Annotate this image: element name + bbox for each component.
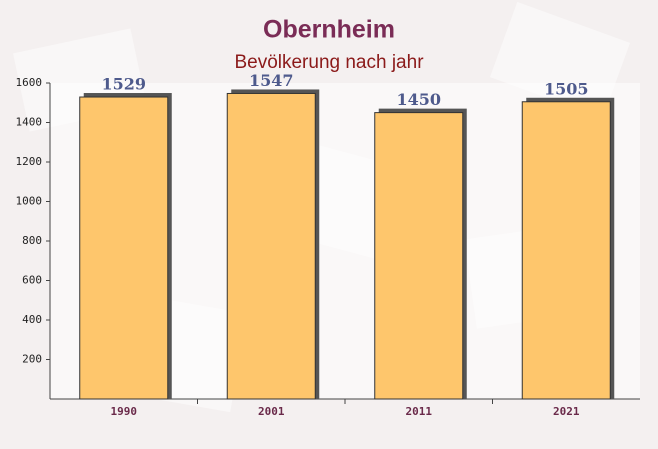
x-tick-label: 2021 (553, 405, 580, 418)
y-tick-label: 400 (22, 313, 42, 326)
y-tick-label: 1600 (16, 76, 43, 89)
y-tick-label: 1400 (16, 116, 43, 129)
y-tick-label: 200 (22, 353, 42, 366)
bar (79, 96, 169, 400)
y-tick-label: 800 (22, 234, 42, 247)
value-label: 1450 (396, 90, 441, 109)
bar (374, 112, 464, 400)
y-tick-label: 1000 (16, 195, 43, 208)
value-label: 1547 (249, 71, 294, 90)
x-tick-label: 1990 (111, 405, 138, 418)
y-tick-label: 600 (22, 274, 42, 287)
bar (226, 92, 316, 400)
y-tick-label: 1200 (16, 155, 43, 168)
x-tick-label: 2001 (258, 405, 285, 418)
value-label: 1505 (544, 79, 589, 98)
x-tick-label: 2011 (406, 405, 433, 418)
chart-title: Obernheim (263, 16, 395, 44)
chart-subtitle: Bevölkerung nach jahr (234, 52, 424, 73)
bar (521, 101, 611, 400)
value-label: 1529 (101, 75, 146, 94)
